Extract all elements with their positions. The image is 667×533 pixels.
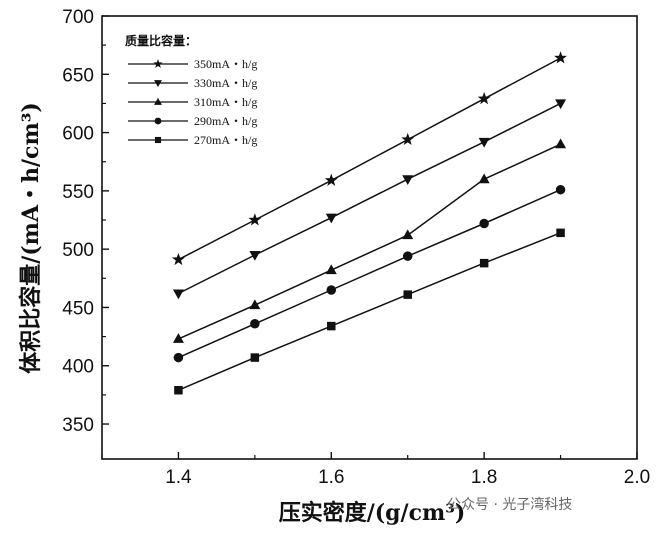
y-tick-label: 650	[62, 65, 94, 86]
legend-label: 290mA・h/g	[194, 114, 257, 128]
data-point	[249, 299, 261, 310]
series-4	[174, 228, 565, 395]
data-point	[479, 218, 489, 229]
data-point	[554, 51, 567, 64]
data-point	[555, 138, 567, 149]
series-1	[172, 99, 567, 300]
data-point	[556, 228, 565, 238]
x-tick-label: 1.4	[165, 467, 192, 488]
legend-label: 330mA・h/g	[194, 76, 257, 90]
data-point	[555, 184, 566, 195]
series-0	[172, 51, 567, 266]
data-point	[249, 250, 261, 261]
data-point	[403, 290, 412, 299]
data-point	[173, 352, 184, 363]
data-point	[555, 99, 567, 110]
legend-label: 350mA・h/g	[194, 57, 257, 71]
series-2	[172, 138, 567, 343]
y-tick-label: 350	[62, 415, 94, 436]
legend-marker	[154, 136, 162, 144]
plot-frame	[101, 15, 638, 460]
legend-marker	[154, 80, 162, 88]
x-tick-label: 1.8	[471, 467, 497, 488]
legend-title: 质量比容量：	[125, 33, 197, 48]
data-point	[174, 385, 183, 395]
data-point	[248, 213, 262, 226]
legend-marker	[153, 59, 163, 68]
x-tick-label: 1.6	[318, 467, 344, 488]
data-point	[402, 175, 414, 185]
axis-ticks: 1.4 1.6 1.8 2.0 350 400 450 500 550 600 650 700	[62, 7, 650, 488]
data-point	[250, 319, 260, 329]
data-point	[172, 252, 185, 266]
legend-marker	[154, 97, 162, 105]
data-point	[478, 137, 490, 148]
data-point	[324, 173, 338, 186]
series-layer	[172, 51, 567, 395]
series-3	[173, 184, 566, 363]
x-axis-label: 压实密度/(g/cm³)	[279, 500, 466, 526]
legend-label: 310mA・h/g	[194, 95, 257, 109]
series-line	[178, 57, 561, 261]
series-line	[178, 143, 561, 340]
x-tick-label: 2.0	[624, 467, 650, 488]
series-line	[178, 232, 561, 391]
y-tick-label: 550	[62, 182, 94, 203]
series-line	[178, 102, 561, 295]
data-point	[477, 92, 491, 105]
data-point	[172, 289, 184, 300]
y-tick-label: 450	[62, 298, 94, 319]
data-point	[478, 173, 490, 184]
legend-label: 270mA・h/g	[194, 133, 257, 147]
data-point	[401, 132, 415, 146]
y-tick-label: 500	[62, 240, 94, 261]
data-point	[172, 333, 184, 343]
data-point	[402, 251, 413, 261]
data-point	[479, 258, 489, 268]
data-point	[325, 264, 337, 275]
legend: 质量比容量： 350mA・h/g 330mA・h/g 310mA・h/g 290mA・…	[125, 33, 257, 147]
data-point	[250, 353, 260, 362]
data-point	[402, 229, 414, 240]
y-axis-label: 体积比容量/(mA・h/cm³)	[18, 102, 44, 374]
data-point	[325, 213, 337, 224]
y-tick-label: 700	[62, 7, 94, 28]
data-point	[326, 285, 337, 295]
legend-marker	[154, 117, 162, 125]
series-line	[178, 189, 561, 359]
y-tick-label: 400	[62, 357, 94, 378]
watermark-text: 公众号 · 光子湾科技	[447, 497, 573, 513]
y-tick-label: 600	[62, 124, 94, 145]
data-point	[327, 321, 336, 331]
